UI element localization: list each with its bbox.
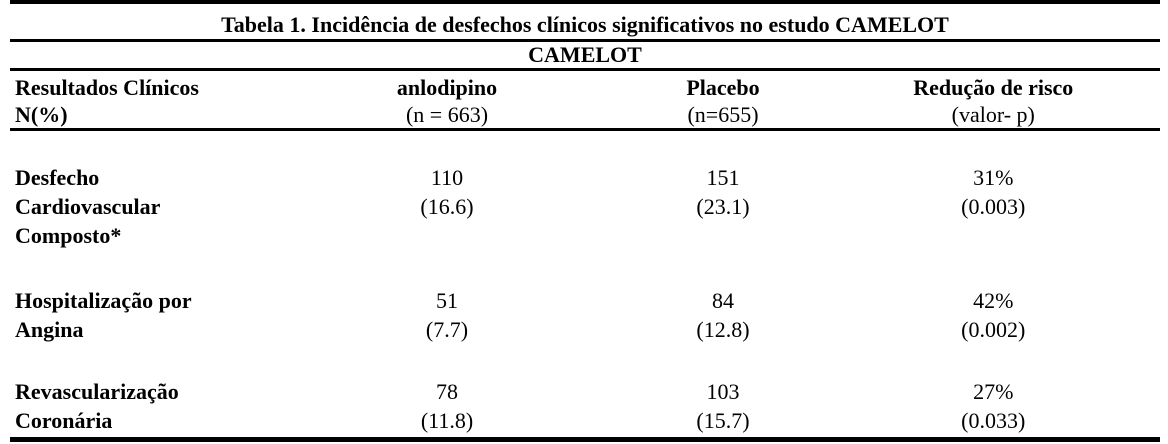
outcome-label-line: Desfecho: [15, 165, 100, 190]
anlodipino-pct-value: (11.8): [420, 408, 474, 433]
risk-reduction-value: 42%: [973, 288, 1014, 313]
column-header-anlodipino: anlodipino (n = 663): [309, 74, 585, 128]
risk-reduction-pvalue: (0.033): [961, 408, 1026, 433]
outcome-label-line: Cardiovascular: [15, 194, 161, 219]
column-header-outcomes-line1: Resultados Clínicos: [15, 75, 199, 100]
anlodipino-n-value: 51: [436, 288, 458, 313]
table-row-coronary-revascularization: Revascularização Coronária 78 (11.8) 103…: [10, 377, 1160, 435]
risk-reduction-value-cell: 27% (0.033): [861, 377, 1126, 435]
table-title: Tabela 1. Incidência de desfechos clínic…: [10, 4, 1160, 42]
placebo-n-value: 103: [706, 379, 740, 404]
column-header-risk-reduction-label: Redução de risco: [913, 75, 1074, 100]
outcome-label-line: Coronária: [15, 408, 113, 433]
clinical-outcomes-table: Tabela 1. Incidência de desfechos clínic…: [10, 0, 1160, 442]
risk-reduction-pvalue: (0.003): [961, 194, 1026, 219]
outcome-label-line: Hospitalização por: [15, 288, 192, 313]
placebo-pct-value: (12.8): [696, 317, 750, 342]
column-header-placebo: Placebo (n=655): [585, 74, 861, 128]
column-header-outcomes: Resultados Clínicos N(%): [10, 74, 309, 128]
placebo-value-cell: 84 (12.8): [585, 286, 861, 344]
anlodipino-value-cell: 78 (11.8): [309, 377, 585, 435]
risk-reduction-value: 27%: [973, 379, 1014, 404]
column-header-risk-reduction: Redução de risco (valor- p): [861, 74, 1126, 128]
anlodipino-pct-value: (7.7): [425, 317, 469, 342]
anlodipino-pct-value: (16.6): [420, 194, 474, 219]
table-row-composite-endpoint: Desfecho Cardiovascular Composto* 110 (1…: [10, 163, 1160, 250]
placebo-pct-value: (23.1): [696, 194, 750, 219]
placebo-value-cell: 103 (15.7): [585, 377, 861, 435]
column-header-placebo-label: Placebo: [686, 75, 760, 100]
risk-reduction-value-cell: 42% (0.002): [861, 286, 1126, 344]
outcome-label-line: Composto*: [15, 223, 122, 248]
column-header-risk-reduction-pvalue: (valor- p): [951, 102, 1035, 127]
outcome-label: Desfecho Cardiovascular Composto*: [10, 163, 309, 250]
study-name-subtitle: CAMELOT: [10, 42, 1160, 71]
column-header-outcomes-line2: N(%): [15, 102, 68, 127]
column-header-anlodipino-label: anlodipino: [396, 75, 498, 100]
placebo-value-cell: 151 (23.1): [585, 163, 861, 250]
table-row-angina-hospitalization: Hospitalização por Angina 51 (7.7) 84 (1…: [10, 286, 1160, 344]
risk-reduction-value: 31%: [973, 165, 1014, 190]
table-header-row: Resultados Clínicos N(%) anlodipino (n =…: [10, 71, 1160, 131]
risk-reduction-pvalue: (0.002): [961, 317, 1026, 342]
anlodipino-n-value: 78: [436, 379, 458, 404]
column-header-anlodipino-n: (n = 663): [405, 102, 489, 127]
placebo-n-value: 151: [706, 165, 740, 190]
column-header-placebo-n: (n=655): [687, 102, 759, 127]
risk-reduction-value-cell: 31% (0.003): [861, 163, 1126, 250]
outcome-label: Hospitalização por Angina: [10, 286, 309, 344]
anlodipino-value-cell: 110 (16.6): [309, 163, 585, 250]
anlodipino-value-cell: 51 (7.7): [309, 286, 585, 344]
outcome-label-line: Revascularização: [15, 379, 179, 404]
anlodipino-n-value: 110: [430, 165, 464, 190]
placebo-pct-value: (15.7): [696, 408, 750, 433]
outcome-label-line: Angina: [15, 317, 84, 342]
table-bottom-rule: [10, 437, 1160, 442]
outcome-label: Revascularização Coronária: [10, 377, 309, 435]
placebo-n-value: 84: [712, 288, 734, 313]
